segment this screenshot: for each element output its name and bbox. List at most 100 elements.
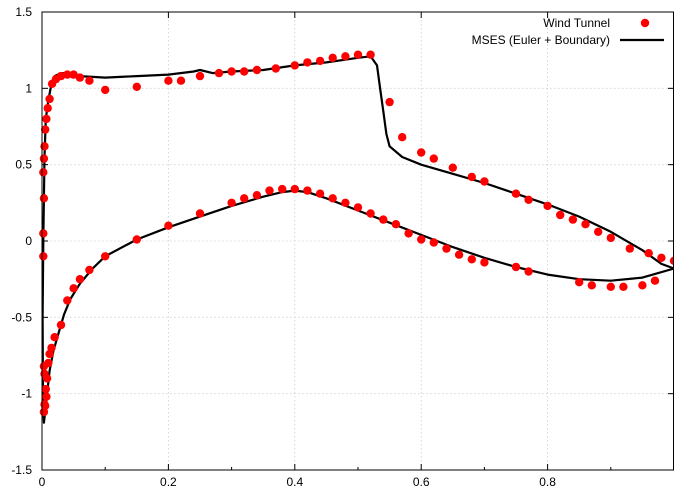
data-point-wind-tunnel [195, 71, 205, 81]
legend: Wind Tunnel MSES (Euler + Boundary) [472, 16, 664, 47]
data-point-wind-tunnel [132, 82, 141, 92]
data-point-wind-tunnel [39, 168, 48, 177]
data-point-wind-tunnel [75, 73, 85, 82]
data-point-wind-tunnel [43, 104, 52, 113]
data-point-wind-tunnel [290, 61, 299, 70]
data-point-wind-tunnel [69, 70, 78, 79]
data-point-wind-tunnel [63, 70, 72, 79]
data-point-wind-tunnel [480, 177, 489, 186]
data-point-wind-tunnel [265, 186, 274, 195]
series-layer [39, 50, 674, 424]
data-point-wind-tunnel [227, 198, 236, 207]
y-tick-label: 1.5 [15, 5, 32, 19]
data-point-wind-tunnel [101, 85, 110, 95]
data-point-wind-tunnel [42, 392, 51, 401]
x-tick-label: 0.2 [160, 475, 177, 489]
y-tick-label: -0.5 [11, 310, 32, 324]
data-point-wind-tunnel [240, 194, 249, 203]
data-point-wind-tunnel [252, 191, 262, 200]
data-point-wind-tunnel [303, 58, 312, 67]
x-tick-label: 0.6 [413, 475, 430, 489]
data-point-wind-tunnel [568, 215, 578, 224]
data-point-wind-tunnel [391, 220, 401, 229]
data-point-wind-tunnel [303, 186, 312, 195]
data-point-wind-tunnel [328, 194, 337, 203]
data-point-wind-tunnel [353, 50, 363, 59]
y-tick-label: 0.5 [15, 158, 32, 172]
data-point-wind-tunnel [47, 343, 56, 353]
data-point-wind-tunnel [164, 76, 173, 85]
data-point-wind-tunnel [429, 238, 438, 247]
data-point-wind-tunnel [581, 220, 590, 229]
data-point-wind-tunnel [594, 227, 603, 236]
data-point-wind-tunnel [63, 296, 72, 305]
data-point-wind-tunnel [56, 71, 66, 81]
data-point-wind-tunnel [101, 252, 110, 261]
data-point-wind-tunnel [543, 201, 552, 211]
data-point-wind-tunnel [353, 203, 363, 212]
data-point-wind-tunnel [227, 67, 236, 76]
data-point-wind-tunnel [644, 249, 653, 258]
y-tick-label: 0 [25, 234, 32, 248]
data-point-wind-tunnel [366, 209, 375, 218]
legend-item: Wind Tunnel [543, 16, 650, 30]
legend-label: Wind Tunnel [543, 16, 610, 30]
data-point-wind-tunnel [56, 320, 66, 330]
data-point-wind-tunnel [467, 172, 476, 182]
legend-marker-point [640, 18, 650, 28]
data-point-wind-tunnel [41, 125, 50, 134]
data-point-wind-tunnel [41, 384, 50, 394]
data-point-wind-tunnel [606, 233, 615, 243]
data-point-wind-tunnel [341, 198, 350, 207]
data-point-wind-tunnel [404, 229, 413, 238]
data-point-wind-tunnel [75, 275, 85, 284]
data-point-wind-tunnel [480, 258, 489, 267]
data-point-wind-tunnel [669, 256, 674, 265]
data-point-wind-tunnel [132, 235, 141, 244]
y-tick-label: -1 [21, 387, 32, 401]
data-point-wind-tunnel [619, 282, 628, 291]
data-point-wind-tunnel [341, 52, 350, 61]
x-tick-label: 0.4 [286, 475, 303, 489]
data-point-wind-tunnel [606, 282, 615, 291]
data-point-wind-tunnel [467, 255, 476, 264]
data-point-wind-tunnel [511, 189, 521, 198]
data-point-wind-tunnel [454, 250, 464, 259]
data-point-wind-tunnel [385, 97, 394, 107]
data-point-wind-tunnel [271, 64, 280, 73]
data-point-wind-tunnel [39, 407, 49, 417]
data-point-wind-tunnel [638, 281, 647, 290]
data-point-wind-tunnel [379, 215, 388, 224]
data-point-wind-tunnel [45, 94, 54, 104]
y-tick-label: -1.5 [11, 463, 32, 477]
data-point-wind-tunnel [176, 76, 186, 85]
data-point-wind-tunnel [39, 194, 49, 203]
legend-item: MSES (Euler + Boundary) [472, 33, 664, 47]
data-point-wind-tunnel [417, 235, 426, 244]
data-point-wind-tunnel [650, 276, 660, 285]
data-point-wind-tunnel [398, 133, 407, 142]
y-tick-label: 1 [25, 81, 32, 95]
data-point-wind-tunnel [315, 189, 325, 198]
data-point-wind-tunnel [575, 278, 584, 287]
data-point-wind-tunnel [85, 76, 94, 85]
data-point-wind-tunnel [442, 244, 451, 253]
data-point-wind-tunnel [50, 333, 59, 342]
data-point-wind-tunnel [195, 209, 205, 218]
data-point-wind-tunnel [252, 65, 262, 75]
data-point-wind-tunnel [42, 114, 51, 124]
data-point-wind-tunnel [448, 163, 457, 172]
x-tick-label: 0.8 [539, 475, 556, 489]
data-point-wind-tunnel [524, 267, 533, 276]
data-point-wind-tunnel [69, 284, 78, 293]
data-point-wind-tunnel [278, 184, 287, 194]
data-point-wind-tunnel [657, 253, 666, 262]
x-tick-label: 0 [39, 475, 46, 489]
data-point-wind-tunnel [625, 244, 634, 253]
data-point-wind-tunnel [39, 154, 49, 163]
data-point-wind-tunnel [366, 50, 375, 59]
data-point-wind-tunnel [417, 148, 426, 157]
data-point-wind-tunnel [214, 68, 224, 78]
